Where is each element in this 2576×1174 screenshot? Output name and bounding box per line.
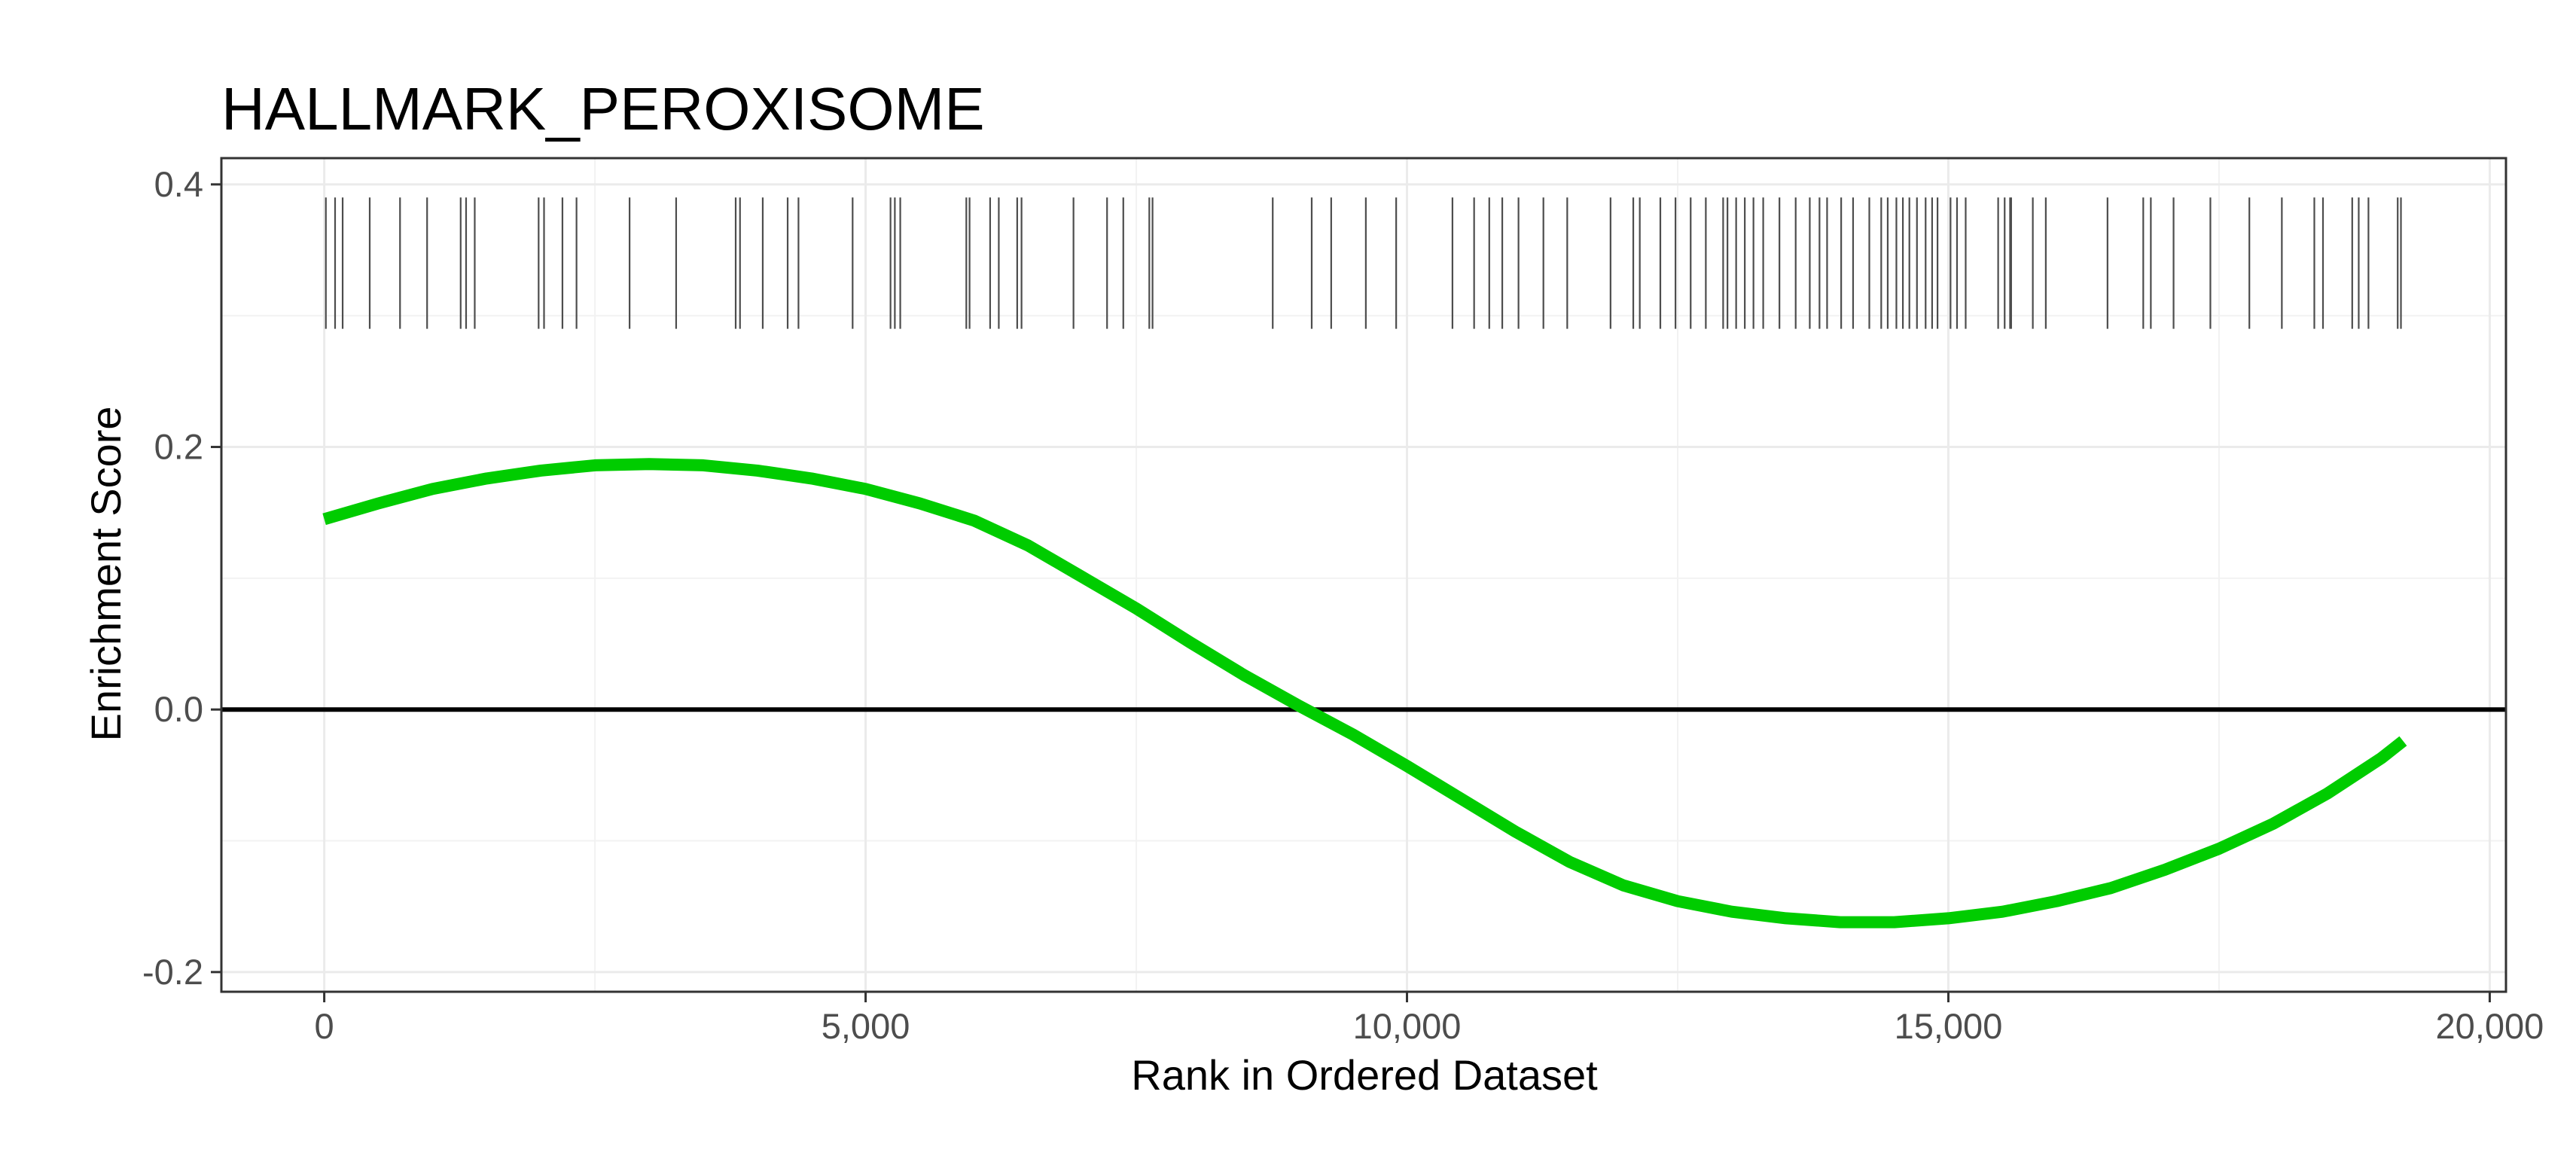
panel-background [221, 158, 2506, 992]
enrichment-curve [322, 458, 2407, 929]
y-axis-label: Enrichment Score [82, 406, 130, 741]
x-tick-label: 0 [315, 1006, 334, 1046]
y-tick-label: -0.2 [142, 952, 203, 992]
x-axis-label: Rank in Ordered Dataset [1131, 1051, 1598, 1099]
x-tick-label: 15,000 [1895, 1006, 2003, 1046]
y-tick-label: 0.0 [154, 689, 203, 729]
plot-panel [211, 157, 2507, 1002]
y-tick-label: 0.2 [154, 427, 203, 467]
x-tick-label: 10,000 [1353, 1006, 1462, 1046]
x-tick-label: 20,000 [2436, 1006, 2544, 1046]
y-tick-label: 0.4 [154, 164, 203, 204]
x-tick-label: 5,000 [822, 1006, 910, 1046]
panel-border [220, 157, 2507, 993]
chart-title: HALLMARK_PEROXISOME [221, 75, 985, 142]
